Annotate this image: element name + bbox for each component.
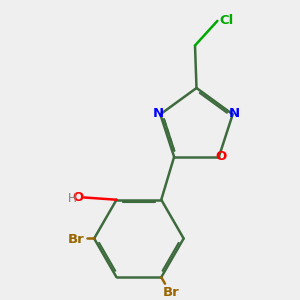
Text: O: O	[216, 150, 227, 164]
Text: H: H	[68, 192, 77, 205]
Text: N: N	[153, 107, 164, 120]
Text: Cl: Cl	[219, 14, 233, 27]
Text: O: O	[73, 191, 84, 204]
Text: N: N	[229, 107, 240, 120]
Text: Br: Br	[163, 286, 180, 299]
Text: Br: Br	[68, 233, 85, 247]
